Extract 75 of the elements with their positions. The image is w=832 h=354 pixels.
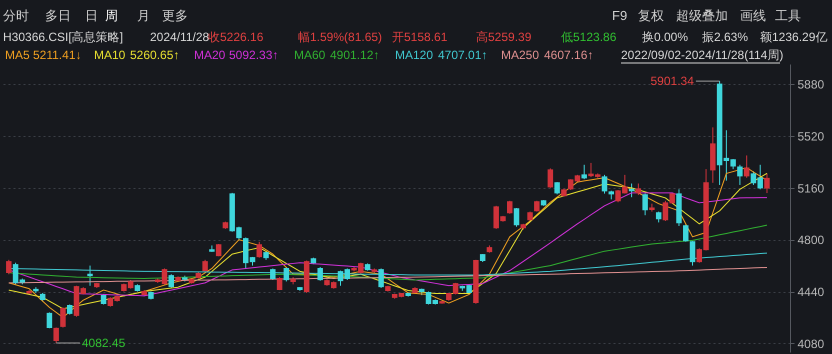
candlestick (317, 266, 323, 282)
candlestick (744, 154, 750, 178)
candlestick (276, 276, 282, 291)
text: 4707.01↑ (438, 48, 488, 62)
candlestick (87, 265, 93, 286)
y-tick-label: 4800 (798, 233, 825, 248)
candlestick (683, 224, 688, 242)
text: 额1236.29亿 (760, 30, 828, 44)
text: 收5226.16 (208, 30, 264, 44)
text: MA20 (194, 48, 226, 62)
y-tick-label: 5520 (798, 130, 825, 144)
candlestick (53, 327, 59, 344)
text: 超级叠加 (676, 8, 728, 23)
candlestick (656, 211, 662, 223)
candlestick (534, 200, 540, 212)
y-tick-label: 5160 (798, 181, 825, 196)
candlestick (270, 268, 276, 280)
candlestick (514, 208, 520, 228)
text: MA10 (94, 48, 126, 62)
candlestick (507, 200, 512, 214)
candlestick (554, 182, 560, 195)
candlestick (764, 173, 770, 194)
text: 开5158.61 (392, 30, 448, 44)
candlestick (548, 168, 554, 188)
text: 4901.12↑ (330, 48, 380, 62)
text: 画线 (740, 8, 766, 23)
candlestick (6, 259, 12, 275)
text: MA5 (5, 48, 30, 62)
candlestick (602, 174, 608, 194)
text: 4607.16↑ (544, 48, 594, 62)
candlestick (256, 241, 262, 258)
line-series (8, 224, 768, 280)
text: 更多 (162, 8, 188, 23)
text: 高5259.39 (476, 30, 532, 44)
text: 5260.65↑ (130, 48, 180, 62)
annotation: 5901.34 (650, 74, 694, 88)
text: 换0.00% (642, 30, 688, 44)
text: 工具 (775, 8, 801, 23)
y-tick-label: 5880 (798, 78, 825, 92)
candlestick (690, 240, 696, 266)
candlestick (60, 306, 66, 328)
text: 幅1.59%(81.65) (298, 30, 382, 44)
text: MA60 (294, 48, 326, 62)
candlestick (168, 274, 174, 288)
text: 复权 (638, 8, 664, 23)
text: 2024/11/28 (150, 30, 210, 44)
candlestick (216, 244, 222, 257)
text: 多日 (45, 8, 71, 23)
text: 分时 (3, 8, 29, 23)
text: 月 (137, 8, 150, 23)
text: 2022/09/02-2024/11/28(114周) (621, 48, 784, 62)
text: 振2.63% (702, 30, 748, 44)
line-series (8, 266, 768, 284)
annotation: 4082.45 (82, 336, 126, 350)
y-tick-label: 4080 (798, 336, 825, 351)
text: MA120 (395, 48, 434, 62)
candlestick (636, 183, 642, 196)
text: 5211.41↓ (33, 48, 82, 62)
y-tick-label: 4440 (798, 285, 825, 300)
text: 5092.33↑ (229, 48, 278, 62)
candlestick (642, 193, 648, 216)
text: F9 (612, 8, 628, 23)
candlestick (737, 164, 743, 186)
text: 日 (85, 8, 98, 23)
text: 低5123.86 (561, 30, 617, 44)
chart-title: H30366.CSI[高息策略] (3, 30, 124, 44)
candlestick (202, 259, 208, 272)
candlestick (378, 268, 384, 288)
candlestick (581, 164, 587, 180)
candlestick (46, 312, 52, 329)
candlestick (628, 183, 634, 198)
candlestick (284, 266, 290, 282)
text: 周 (105, 8, 118, 23)
text: MA250 (501, 48, 540, 62)
candlestick (66, 304, 72, 316)
